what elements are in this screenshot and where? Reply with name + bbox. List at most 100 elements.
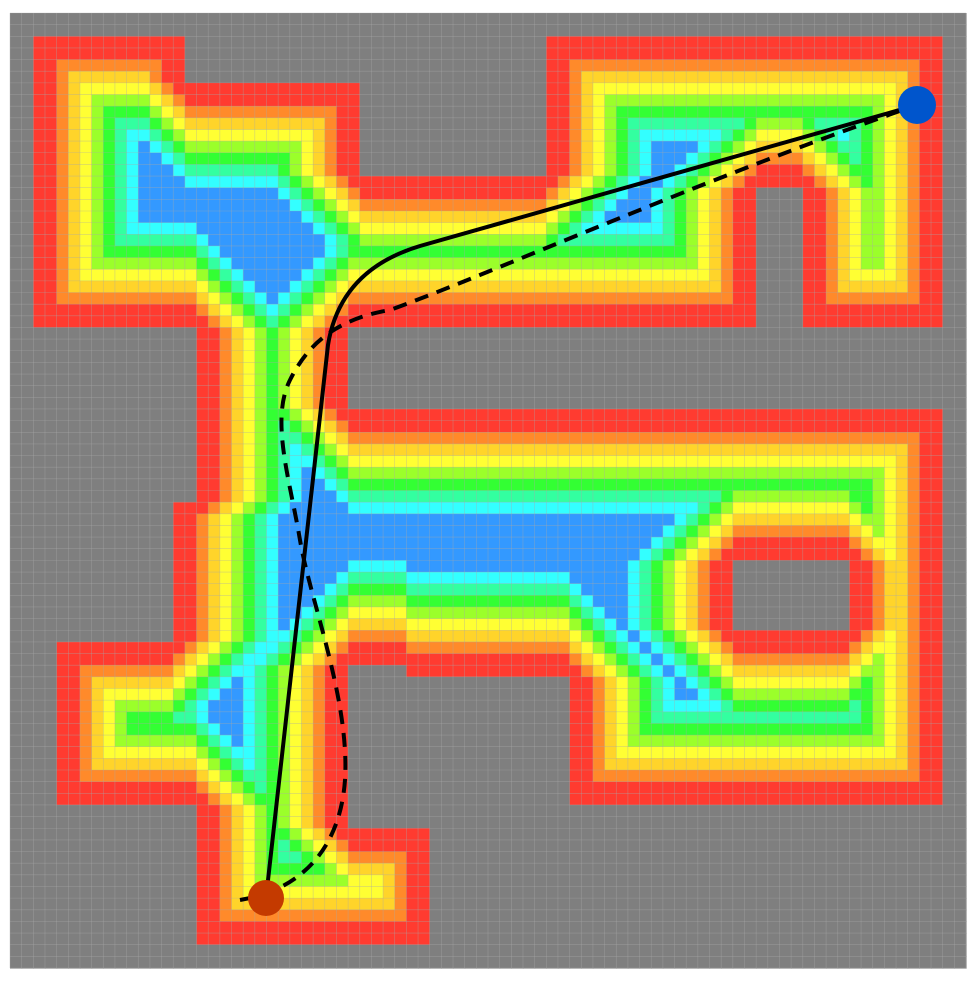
costmap-cell [278,117,291,131]
obstacle-cell [464,350,477,363]
obstacle-cell [837,397,851,410]
costmap-cell [534,478,547,492]
costmap-cell [161,187,174,200]
costmap-cell [499,665,512,678]
obstacle-cell [184,385,198,398]
costmap-cell [616,129,629,142]
costmap-cell [161,676,174,690]
costmap-cell [441,245,454,259]
obstacle-cell [954,595,967,608]
costmap-cell [662,152,676,166]
costmap-cell [896,537,909,550]
costmap-cell [243,688,256,701]
obstacle-cell [954,513,967,527]
obstacle-cell [942,94,955,107]
obstacle-cell [44,700,58,713]
costmap-cell [557,408,571,422]
costmap-cell [814,141,827,154]
costmap-cell [278,525,291,538]
costmap-cell [849,513,862,527]
costmap-cell [674,245,687,259]
obstacle-cell [767,339,781,352]
costmap-cell [849,711,862,725]
costmap-cell [79,187,93,200]
costmap-cell [68,59,81,72]
obstacle-cell [44,630,58,643]
obstacle-cell [359,362,373,375]
costmap-cell [243,94,256,107]
costmap-cell [709,222,722,235]
costmap-cell [779,59,792,72]
costmap-cell [184,688,198,701]
obstacle-cell [616,374,629,387]
costmap-cell [406,315,419,329]
costmap-cell [208,606,221,620]
costmap-cell [581,653,594,666]
obstacle-cell [21,59,34,72]
costmap-cell [581,152,594,166]
obstacle-cell [21,548,34,561]
costmap-cell [522,537,536,550]
costmap-cell [896,641,909,655]
obstacle-cell [184,408,198,422]
obstacle-cell [10,292,23,305]
costmap-cell [336,245,349,259]
costmap-cell [709,59,722,72]
obstacle-cell [744,339,757,352]
costmap-cell [313,350,326,363]
obstacle-cell [604,350,617,363]
costmap-cell [126,71,139,84]
costmap-cell [697,129,711,142]
costmap-cell [674,280,687,294]
obstacle-cell [44,327,58,340]
obstacle-cell [173,339,186,352]
obstacle-cell [173,420,186,433]
obstacle-cell [569,385,582,398]
obstacle-cell [522,82,536,96]
obstacle-cell [581,24,594,37]
obstacle-cell [441,397,454,410]
costmap-cell [476,606,489,620]
obstacle-cell [464,339,477,352]
costmap-cell [639,572,652,585]
obstacle-cell [91,443,104,457]
costmap-cell [196,94,209,107]
costmap-cell [488,467,501,480]
costmap-cell [802,711,816,725]
costmap-cell [791,82,804,96]
costmap-cell [488,443,501,457]
costmap-cell [522,432,536,445]
costmap-cell [219,490,233,503]
obstacle-cell [942,245,955,259]
obstacle-cell [767,187,781,200]
costmap-cell [289,711,303,725]
costmap-cell [802,245,816,259]
costmap-cell [651,688,664,701]
obstacle-cell [488,385,501,398]
obstacle-cell [534,385,547,398]
costmap-cell [324,397,338,410]
costmap-cell [476,595,489,608]
costmap-cell [744,478,757,492]
costmap-cell [744,443,757,457]
costmap-cell [383,420,396,433]
costmap-cell [779,467,792,480]
obstacle-cell [429,688,442,701]
costmap-cell [616,47,629,61]
costmap-cell [91,688,104,701]
costmap-cell [732,222,746,235]
costmap-cell [44,292,58,305]
obstacle-cell [10,560,23,573]
costmap-cell [896,117,909,131]
costmap-cell [196,176,209,189]
obstacle-cell [68,374,81,387]
obstacle-cell [184,443,198,457]
costmap-cell [896,304,909,317]
costmap-cell [639,595,652,608]
costmap-cell [837,152,851,166]
costmap-cell [173,257,186,270]
costmap-cell [406,222,419,235]
costmap-cell [278,653,291,666]
obstacle-cell [849,339,862,352]
costmap-cell [208,117,221,131]
